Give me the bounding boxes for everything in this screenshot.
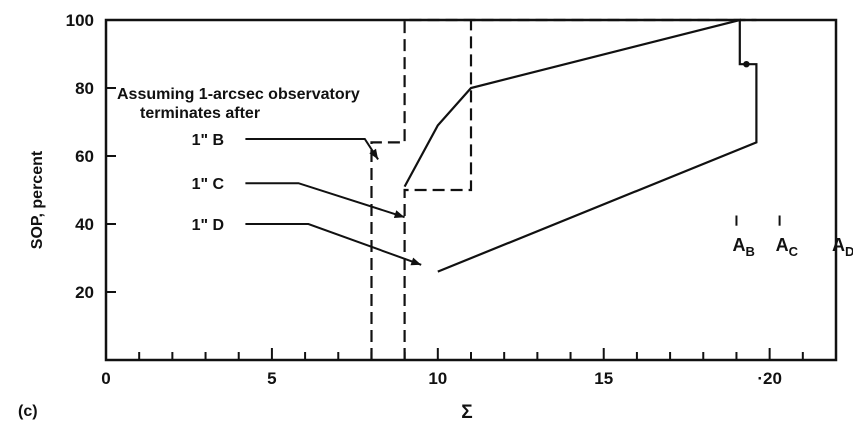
pointer-arrowhead-3 (410, 257, 422, 266)
pointer-line-3 (245, 223, 422, 266)
pointer-label-3: 1" D (192, 217, 224, 234)
y-tick-label: 20 (75, 283, 94, 302)
pointer-arrowhead-2 (393, 210, 405, 218)
panel-label: (c) (18, 403, 38, 420)
marker-layer: AB AC AD (732, 215, 853, 259)
x-tick-label: 10 (428, 369, 447, 388)
annotation-line-2: terminates after (140, 105, 260, 122)
series-line-3 (403, 18, 758, 273)
x-tick-label: 5 (267, 369, 276, 388)
pointer-arrowhead-1 (369, 148, 379, 160)
pointer-line-2 (245, 182, 405, 219)
x-axis-title: Σ (461, 402, 472, 423)
y-tick-label: 80 (75, 79, 94, 98)
pointer-label-2: 1" C (192, 176, 225, 193)
x-tick-label: 15 (594, 369, 613, 388)
series-layer (370, 18, 758, 360)
marker-label-2: AC (776, 235, 799, 259)
y-axis-title: SOP, percent (29, 150, 46, 249)
pointer-label-1: 1" B (192, 132, 224, 149)
series-line-1 (370, 18, 757, 360)
annotation-line-1: Assuming 1-arcsec observatory (117, 86, 360, 103)
label-layer: 0 5 10 15 ·20 20 40 60 80 100 1" B 1" C 1" D (66, 11, 782, 388)
marker-label-3: AD (832, 235, 853, 259)
y-tick-label: 40 (75, 215, 94, 234)
marker-label-1: AB (732, 235, 754, 259)
pointer-line-1 (245, 138, 379, 160)
series-line-2 (403, 20, 473, 360)
pointer-layer (245, 138, 422, 266)
y-tick-label: 100 (66, 11, 94, 30)
x-tick-label: 0 (101, 369, 110, 388)
x-tick-label: ·20 (757, 369, 782, 388)
axis-ticks (106, 87, 804, 360)
series-dot (743, 60, 750, 68)
y-tick-label: 60 (75, 147, 94, 166)
